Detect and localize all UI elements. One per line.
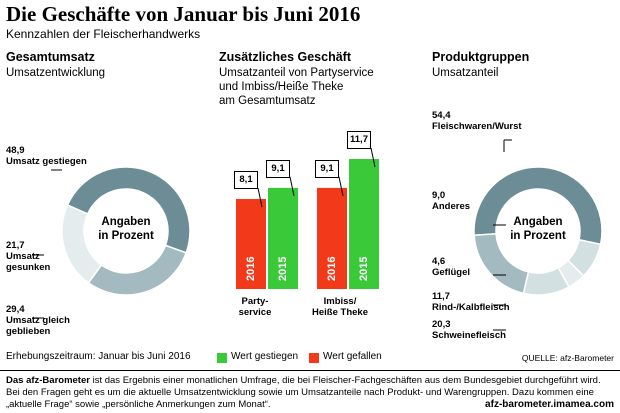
- slice-value-gesunken: 21,7: [6, 240, 25, 251]
- footer-body: ist das Ergebnis einer monatlichen Umfra…: [6, 375, 601, 410]
- slice-text-fleischwaren: Fleischwaren/Wurst: [432, 121, 522, 132]
- bar-0-2016: [236, 199, 266, 289]
- donut2-center-label: Angaben in Prozent: [498, 215, 578, 243]
- slice-value-rind: 11,7: [432, 291, 450, 302]
- page-title: Die Geschäfte von Januar bis Juni 2016: [6, 2, 361, 26]
- donut-chart-produktgruppen: [473, 166, 603, 296]
- bar-value-label-1-2016: 9,1: [315, 159, 339, 178]
- donut-slice-umsatz-gesunken: [61, 204, 103, 284]
- slice-label-rind: 11,7 Rind-/Kalbfleisch: [432, 291, 510, 313]
- bar-year-label-1-2016: 2016: [326, 257, 338, 281]
- legend-label-down: Wert gefallen: [323, 351, 382, 362]
- bar-value-label-0-2015: 9,1: [266, 159, 290, 178]
- slice-value-fleischwaren: 54,4: [432, 110, 451, 121]
- bar-1-2015: [349, 159, 379, 289]
- slice-label-gefluegel: 4,6 Geflügel: [432, 256, 470, 278]
- bar-value-label-0-2016: 8,1: [234, 171, 258, 189]
- donut-slice-fleischwaren-wurst: [473, 166, 603, 246]
- donut-slice-schweinefleisch: [473, 233, 530, 295]
- slice-text-gleich: Umsatz gleich geblieben: [6, 315, 70, 337]
- slice-label-gesunken: 21,7 Umsatz gesunken: [6, 240, 56, 273]
- donut-slice-umsatz-gestiegen: [66, 166, 191, 254]
- bar-value-pointer-0-2015: [289, 176, 295, 196]
- slice-text-gesunken: Umsatz gesunken: [6, 251, 51, 273]
- donut2-center-line1: Angaben: [513, 216, 563, 228]
- legend-swatch-down: [309, 353, 319, 363]
- donut2-center-line2: in Prozent: [510, 230, 566, 242]
- subtitle-line3: am Gesamtumsatz: [219, 95, 316, 107]
- bar-chart-zusaetzliches-geschaeft: 2016 2015 2016 2015: [236, 147, 379, 289]
- slice-label-gestiegen: 48,9 Umsatz gestiegen: [6, 145, 87, 167]
- slice-value-gestiegen: 48,9: [6, 145, 25, 156]
- donut-chart-gesamtumsatz: [61, 166, 191, 296]
- slice-text-schwein: Schweinefleisch: [432, 330, 506, 341]
- page-subtitle: Kennzahlen der Fleischerhandwerks: [6, 27, 201, 41]
- donut-slice-rind-kalbfleisch: [522, 266, 571, 296]
- section-subtitle-zusaetzlich: Umsatzanteil von Partyservice und Imbiss…: [219, 66, 374, 108]
- leader-lines: [32, 139, 512, 331]
- group-label-imbiss-line1: Imbiss/: [323, 296, 357, 307]
- bar-value-pointer-1-2015: [370, 147, 376, 168]
- footer-url: afz-barometer.imamea.com: [485, 399, 614, 410]
- subtitle-line2: und Imbiss/Heiße Theke: [219, 81, 344, 93]
- donut1-center-label: Angaben in Prozent: [86, 215, 166, 243]
- legend-swatch-up: [217, 353, 227, 363]
- bar-value-label-1-2015: 11,7: [347, 131, 371, 149]
- bar-year-label-0-2016: 2016: [245, 257, 257, 281]
- section-title-zusaetzlich: Zusätzliches Geschäft: [219, 50, 351, 64]
- bar-value-pointer-1-2016: [338, 176, 344, 196]
- donut1-center-line2: in Prozent: [98, 230, 154, 242]
- donut1-center-line1: Angaben: [101, 216, 151, 228]
- section-subtitle-produktgruppen: Umsatzanteil: [432, 67, 499, 79]
- slice-value-gleich: 29,4: [6, 304, 25, 315]
- subtitle-line1: Umsatzanteil von Partyservice: [219, 67, 374, 79]
- donut-slice-anderes: [566, 238, 602, 277]
- section-title-gesamtumsatz: Gesamtumsatz: [6, 50, 95, 64]
- footer-bold-lead: Das afz-Barometer: [6, 375, 90, 386]
- donut-slice-gefl-gel: [557, 259, 585, 288]
- group-label-partyservice-line1: Party-: [241, 296, 269, 307]
- group-label-imbiss: Imbiss/ Heiße Theke: [300, 296, 380, 318]
- legend-label-up: Wert gestiegen: [231, 351, 299, 362]
- slice-text-gestiegen: Umsatz gestiegen: [6, 156, 87, 167]
- slice-value-gefluegel: 4,6: [432, 256, 446, 267]
- slice-label-fleischwaren: 54,4 Fleischwaren/Wurst: [432, 110, 522, 132]
- slice-text-gefluegel: Geflügel: [432, 267, 471, 278]
- footer-text: Das afz-Barometer ist das Ergebnis einer…: [6, 375, 614, 411]
- section-subtitle-gesamtumsatz: Umsatzentwicklung: [6, 67, 106, 79]
- bar-0-2015: [268, 187, 298, 289]
- slice-text-anderes: Anderes: [432, 201, 471, 212]
- donut-slice-umsatz-gleich-geblieben: [87, 244, 188, 296]
- slice-label-anderes: 9,0 Anderes: [432, 190, 470, 212]
- bar-value-pointer-0-2016: [257, 187, 263, 208]
- slice-label-gleich: 29,4 Umsatz gleich geblieben: [6, 304, 81, 337]
- group-label-imbiss-line2: Heiße Theke: [312, 307, 368, 318]
- period-text: Erhebungszeitraum: Januar bis Juni 2016: [6, 351, 191, 362]
- slice-label-schwein: 20,3 Schweinefleisch: [432, 319, 506, 341]
- bar-year-label-1-2015: 2015: [358, 257, 370, 281]
- group-label-partyservice: Party- service: [225, 296, 285, 318]
- slice-text-rind: Rind-/Kalbfleisch: [432, 302, 510, 313]
- source-text: QUELLE: afz-Barometer: [521, 353, 614, 363]
- slice-value-anderes: 9,0: [432, 190, 446, 201]
- slice-value-schwein: 20,3: [432, 319, 451, 330]
- bar-1-2016: [317, 187, 347, 289]
- divider: [0, 370, 620, 371]
- group-label-partyservice-line2: service: [238, 307, 272, 318]
- bar-year-label-0-2015: 2015: [277, 257, 289, 281]
- section-title-produktgruppen: Produktgruppen: [432, 50, 530, 64]
